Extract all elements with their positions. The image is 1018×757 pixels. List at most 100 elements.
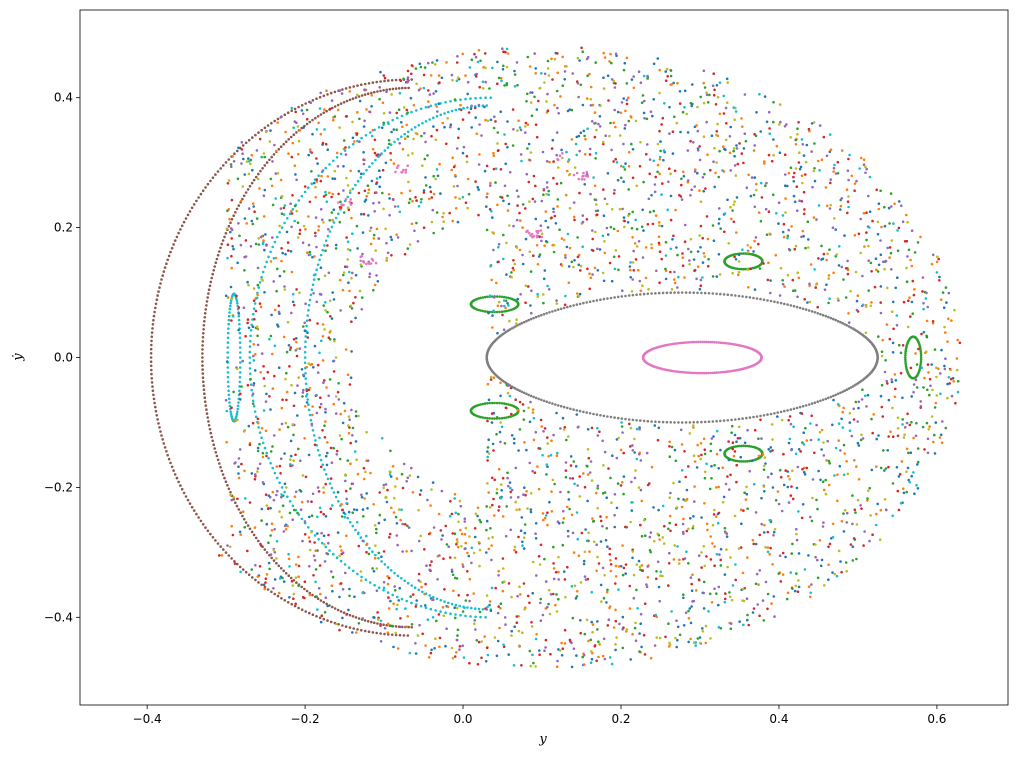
scatter-point-102 — [762, 298, 766, 302]
scatter-point-2331 — [790, 225, 793, 228]
scatter-point-2087 — [696, 171, 699, 175]
scatter-point-3003 — [630, 227, 634, 230]
scatter-point-112 — [795, 305, 799, 309]
scatter-point-892 — [325, 109, 328, 113]
scatter-point-246 — [657, 420, 661, 424]
scatter-point-3519 — [399, 617, 402, 620]
scatter-point-3311 — [324, 249, 327, 252]
scatter-point-4061 — [342, 189, 345, 192]
scatter-point-280 — [542, 399, 546, 403]
scatter-point-4322 — [314, 216, 318, 219]
scatter-point-852 — [232, 214, 235, 217]
scatter-point-3183 — [631, 210, 634, 214]
scatter-point-4152 — [424, 140, 427, 144]
scatter-point-562 — [201, 189, 205, 192]
scatter-point-620 — [156, 418, 159, 421]
scatter-point-1882 — [513, 625, 516, 628]
scatter-point-79 — [677, 291, 680, 294]
scatter-point-2760 — [841, 410, 844, 414]
scatter-point-3671 — [485, 164, 489, 168]
scatter-point-4946 — [846, 472, 850, 476]
scatter-point-999 — [239, 361, 242, 364]
scatter-point-2743 — [472, 592, 476, 595]
scatter-point-4916 — [633, 437, 636, 441]
scatter-point-2163 — [324, 515, 328, 518]
scatter-point-2099 — [535, 108, 539, 111]
scatter-point-2921 — [670, 445, 674, 449]
scatter-point-2854 — [487, 491, 491, 494]
scatter-point-2001 — [733, 154, 736, 158]
scatter-point-194 — [834, 393, 837, 397]
scatter-point-1906 — [523, 531, 527, 535]
scatter-point-3239 — [859, 438, 863, 442]
scatter-point-677 — [286, 601, 290, 604]
scatter-point-4536 — [772, 534, 775, 537]
scatter-point-4340 — [519, 153, 523, 156]
scatter-point-804 — [203, 400, 207, 404]
scatter-point-1083 — [251, 399, 255, 403]
scatter-point-244 — [665, 420, 669, 424]
scatter-point-841 — [216, 253, 220, 257]
scatter-point-72 — [650, 292, 653, 295]
scatter-point-4306 — [914, 378, 918, 382]
scatter-point-120 — [819, 312, 822, 316]
scatter-point-546 — [244, 141, 248, 145]
scatter-point-3114 — [470, 58, 474, 61]
scatter-point-356 — [719, 341, 722, 345]
scatter-point-638 — [180, 487, 184, 491]
scatter-point-4351 — [859, 217, 862, 221]
scatter-point-4519 — [470, 561, 473, 565]
scatter-point-1089 — [258, 431, 262, 434]
scatter-point-3537 — [290, 579, 294, 583]
scatter-point-1182 — [374, 553, 377, 557]
scatter-point-2549 — [840, 519, 844, 523]
scatter-point-2068 — [797, 585, 801, 589]
scatter-point-4194 — [655, 269, 658, 273]
scatter-point-4092 — [621, 289, 624, 293]
scatter-point-1736 — [495, 654, 499, 658]
scatter-point-4570 — [322, 381, 325, 385]
scatter-point-3095 — [308, 250, 312, 254]
scatter-point-4024 — [766, 530, 770, 534]
scatter-point-2672 — [220, 554, 224, 557]
scatter-point-4243 — [588, 147, 592, 151]
scatter-point-3520 — [796, 590, 800, 593]
scatter-point-865 — [257, 172, 260, 176]
scatter-point-3841 — [496, 149, 500, 153]
scatter-point-2573 — [353, 140, 356, 143]
scatter-point-4844 — [698, 234, 701, 237]
scatter-point-3707 — [660, 257, 663, 261]
scatter-point-1714 — [807, 554, 810, 557]
scatter-point-4417 — [589, 192, 592, 196]
scatter-point-2321 — [321, 323, 325, 326]
scatter-point-1911 — [787, 441, 791, 445]
scatter-point-1701 — [910, 395, 913, 398]
scatter-point-3328 — [732, 149, 735, 153]
scatter-point-2858 — [746, 556, 749, 559]
scatter-point-2583 — [908, 296, 911, 300]
scatter-point-4528 — [556, 520, 560, 523]
scatter-point-2216 — [303, 329, 307, 333]
scatter-point-3138 — [389, 449, 392, 453]
scatter-point-4282 — [912, 383, 916, 386]
scatter-point-2833 — [517, 119, 520, 122]
scatter-point-3849 — [430, 134, 433, 138]
scatter-point-2039 — [388, 197, 391, 200]
scatter-point-2003 — [510, 629, 513, 633]
scatter-point-770 — [246, 524, 250, 527]
scatter-point-790 — [215, 454, 219, 458]
scatter-point-4864 — [585, 618, 589, 622]
scatter-point-3117 — [921, 425, 925, 429]
scatter-point-2529 — [763, 523, 766, 527]
scatter-point-2589 — [332, 118, 335, 122]
scatter-point-874 — [277, 147, 281, 151]
scatter-point-4740 — [795, 532, 798, 536]
scatter-point-3076 — [271, 203, 275, 207]
scatter-point-605 — [149, 356, 153, 359]
scatter-point-700 — [371, 631, 375, 634]
scatter-point-918 — [404, 86, 407, 90]
scatter-point-3802 — [907, 299, 910, 303]
scatter-point-4294 — [504, 623, 507, 626]
scatter-point-2445 — [855, 465, 858, 468]
scatter-point-2390 — [441, 606, 445, 609]
